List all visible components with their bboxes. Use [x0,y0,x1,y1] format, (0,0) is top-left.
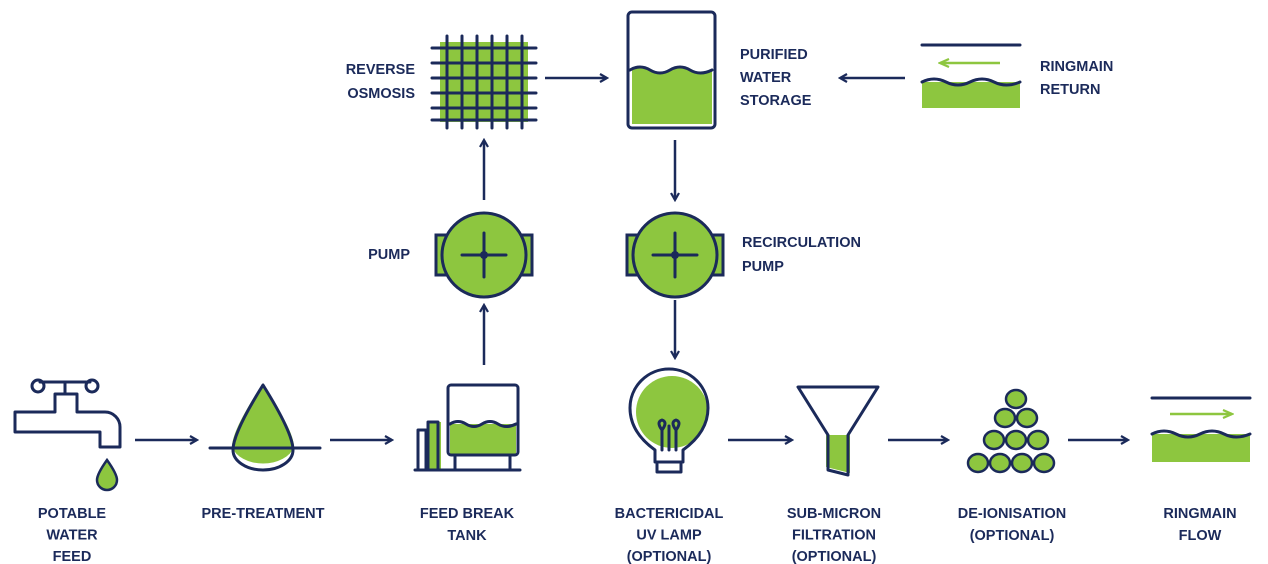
ringmain-return-icon [920,43,1022,108]
node-label: OSMOSIS [347,86,415,102]
node-label: UV LAMP [636,527,702,543]
node-label: WATER [740,70,792,86]
node-label: PRE-TREATMENT [202,506,325,522]
node-label: RETURN [1040,82,1100,98]
node-label: WATER [46,527,98,543]
ro-icon [430,34,538,130]
node-label: POTABLE [38,506,107,522]
node-label: (OPTIONAL) [792,549,877,564]
node-label: PUMP [742,259,784,275]
node-label: BACTERICIDAL [615,506,724,522]
pump-icon [434,211,534,299]
node-label: SUB-MICRON [787,506,881,522]
node-label: RINGMAIN [1040,59,1113,75]
lamp-icon [628,367,710,474]
funnel-icon [796,385,880,477]
tap-icon [13,378,122,492]
node-label: TANK [447,528,487,544]
node-label: FILTRATION [792,527,876,543]
node-label: DE-IONISATION [958,506,1066,522]
node-label: PUMP [368,247,410,263]
node-label: FLOW [1179,528,1222,544]
tank-icon [413,383,522,472]
node-label: REVERSE [346,62,416,78]
drop-icon [208,383,322,472]
beads-icon [966,388,1056,474]
node-label: PURIFIED [740,47,808,63]
node-label: FEED [53,549,92,564]
node-label: (OPTIONAL) [970,528,1055,544]
node-label: RINGMAIN [1163,506,1236,522]
node-label: (OPTIONAL) [627,549,712,564]
labels: REVERSE OSMOSIS PURIFIED WATER STORAGE RINGMA… [38,47,1237,564]
node-label: FEED BREAK [420,506,515,522]
storage-icon [626,10,717,130]
recirculation-pump-icon [625,211,725,299]
ringmain-flow-icon [1150,396,1252,462]
node-label: RECIRCULATION [742,235,861,251]
node-label: STORAGE [740,93,812,109]
arrows [135,78,1128,440]
